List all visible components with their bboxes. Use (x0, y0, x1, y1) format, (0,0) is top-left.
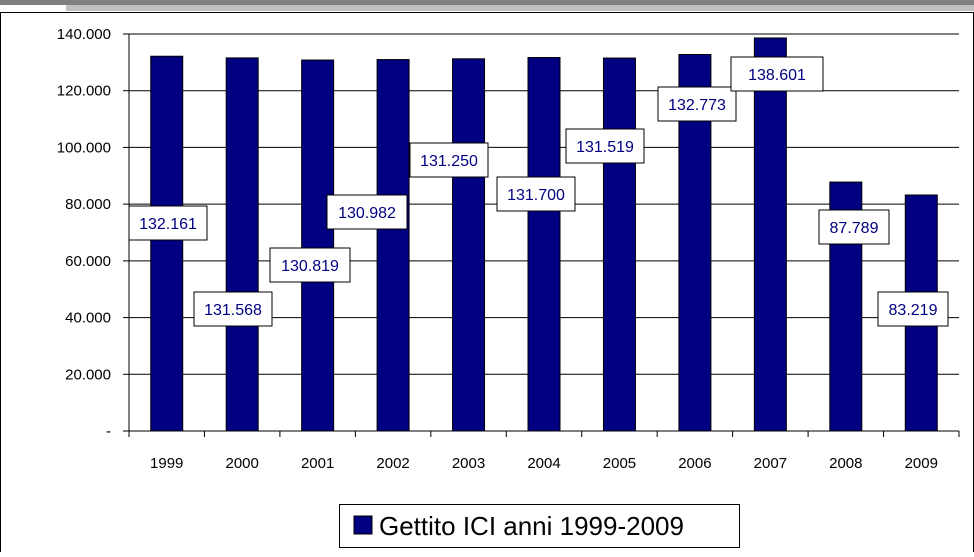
x-tick-label: 2007 (754, 455, 787, 472)
data-label: 130.819 (281, 258, 339, 275)
data-label-box (730, 56, 824, 92)
top-strip (0, 0, 974, 5)
y-tick-label: 140.000 (57, 26, 111, 43)
data-label-box (193, 291, 273, 327)
data-label: 131.519 (576, 139, 634, 156)
bar (452, 58, 486, 432)
x-tick-label: 2004 (527, 455, 560, 472)
data-label-box (877, 291, 949, 327)
data-label-box (128, 205, 208, 241)
data-label: 87.789 (830, 220, 879, 237)
data-label: 131.250 (420, 153, 478, 170)
bar (150, 55, 184, 432)
bar (225, 57, 259, 432)
legend-label: Gettito ICI anni 1999-2009 (379, 511, 684, 541)
x-tick-label: 2008 (829, 455, 862, 472)
y-tick-label: 60.000 (65, 253, 111, 270)
bar (301, 59, 335, 432)
data-label-box (818, 209, 890, 245)
data-label: 130.982 (338, 205, 396, 222)
top-strip-inner (66, 5, 974, 11)
y-tick-label: 120.000 (57, 83, 111, 100)
x-tick-label: 2003 (452, 455, 485, 472)
data-label: 132.161 (139, 216, 197, 233)
legend-box (339, 504, 740, 548)
data-label: 131.700 (507, 187, 565, 204)
bar (376, 59, 410, 432)
data-label-box (565, 128, 645, 164)
y-tick-label: 80.000 (65, 196, 111, 213)
y-tick-label: 100.000 (57, 139, 111, 156)
y-tick-label: 20.000 (65, 366, 111, 383)
bar (527, 57, 561, 432)
x-tick-label: 1999 (150, 455, 183, 472)
y-tick-label: 40.000 (65, 310, 111, 327)
x-tick-label: 2006 (678, 455, 711, 472)
data-label: 132.773 (668, 97, 726, 114)
bar (753, 37, 787, 432)
data-label-box (269, 247, 351, 283)
x-tick-label: 2005 (603, 455, 636, 472)
y-tick-label: - (106, 423, 111, 440)
data-label-box (657, 86, 737, 122)
data-label: 131.568 (204, 302, 262, 319)
data-label: 138.601 (748, 67, 806, 84)
data-label: 83.219 (889, 302, 938, 319)
data-label-box (496, 176, 576, 212)
x-tick-label: 2002 (376, 455, 409, 472)
data-label-box (409, 142, 489, 178)
x-tick-label: 2009 (905, 455, 938, 472)
x-tick-label: 2001 (301, 455, 334, 472)
chart-frame (0, 12, 974, 553)
data-label-box (326, 194, 408, 230)
bar (602, 57, 636, 432)
legend-swatch (353, 515, 373, 535)
x-tick-label: 2000 (225, 455, 258, 472)
